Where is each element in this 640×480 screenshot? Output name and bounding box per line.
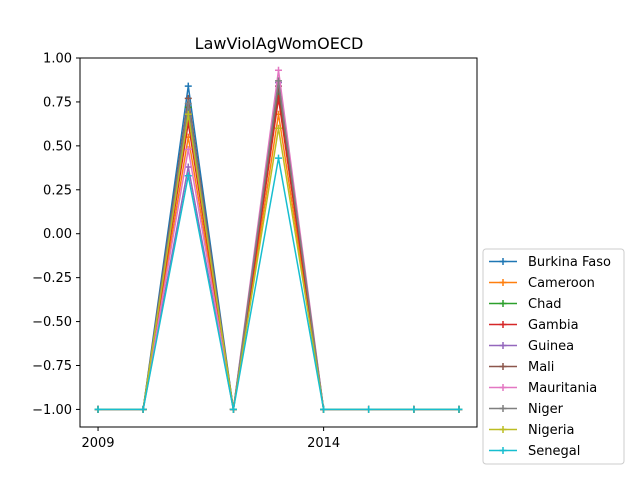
- legend-label: Mauritania: [528, 381, 597, 396]
- plot-series: [94, 66, 463, 413]
- legend-marker: [499, 279, 507, 286]
- legend-marker: [499, 363, 507, 370]
- data-point: [184, 110, 192, 118]
- legend: Burkina Faso Cameroon Chad Gambia Guinea Mali…: [482, 248, 625, 465]
- legend-item: Mauritania: [489, 381, 597, 396]
- legend-item: Niger: [489, 402, 564, 417]
- legend-label: Niger: [528, 402, 564, 417]
- legend-label: Nigeria: [528, 423, 575, 438]
- data-point: [184, 172, 192, 180]
- x-tick-label: 2014: [307, 436, 340, 451]
- legend-marker: [499, 342, 507, 349]
- axis-ticks: 1.00 0.75 0.50 0.25 0.00 −0.25 −0.50 −0.75 −1.00…: [32, 52, 340, 452]
- legend-label: Mali: [528, 360, 554, 375]
- y-tick-label: 0.00: [43, 227, 72, 242]
- data-point: [184, 82, 192, 90]
- legend-marker: [499, 258, 507, 265]
- data-point: [275, 124, 282, 132]
- data-point: [275, 66, 282, 74]
- legend-marker: [499, 447, 507, 454]
- legend-marker: [499, 384, 507, 391]
- legend-item: Gambia: [489, 318, 579, 333]
- legend-item: Nigeria: [489, 423, 575, 438]
- legend-item: Burkina Faso: [489, 255, 611, 270]
- legend-item: Chad: [489, 297, 562, 312]
- data-point: [365, 405, 373, 413]
- y-tick-label: −0.75: [32, 359, 72, 374]
- y-tick-label: 0.75: [43, 95, 72, 110]
- data-point: [455, 405, 463, 413]
- y-tick-label: −1.00: [32, 403, 72, 418]
- x-tick-label: 2009: [81, 436, 114, 451]
- legend-item: Guinea: [489, 339, 574, 354]
- legend-marker: [499, 321, 507, 328]
- legend-label: Burkina Faso: [528, 255, 611, 270]
- legend-label: Chad: [528, 297, 562, 312]
- plot-frame: [79, 57, 478, 428]
- data-point: [184, 100, 192, 108]
- data-point: [320, 405, 328, 413]
- data-point: [229, 405, 237, 413]
- y-tick-label: −0.25: [32, 271, 72, 286]
- legend-marker: [499, 405, 507, 412]
- legend-box: [482, 248, 625, 465]
- data-point: [410, 405, 418, 413]
- data-point: [139, 405, 147, 413]
- legend-label: Cameroon: [528, 276, 595, 291]
- legend-label: Senegal: [528, 444, 580, 459]
- chart-title: LawViolAgWomOECD: [195, 34, 364, 53]
- data-point: [275, 77, 282, 85]
- series-senegal: [94, 154, 463, 413]
- legend-marker: [499, 426, 507, 433]
- data-point: [94, 405, 102, 413]
- legend-label: Gambia: [528, 318, 579, 333]
- legend-item: Cameroon: [489, 276, 595, 291]
- legend-item: Senegal: [489, 444, 580, 459]
- y-tick-label: 0.25: [43, 183, 72, 198]
- y-tick-label: 0.50: [43, 139, 72, 154]
- legend-marker: [499, 300, 507, 307]
- data-point: [184, 145, 192, 153]
- y-tick-label: −0.50: [32, 315, 72, 330]
- legend-label: Guinea: [528, 339, 574, 354]
- data-point: [275, 154, 282, 162]
- legend-item: Mali: [489, 360, 554, 375]
- y-tick-label: 1.00: [43, 52, 72, 67]
